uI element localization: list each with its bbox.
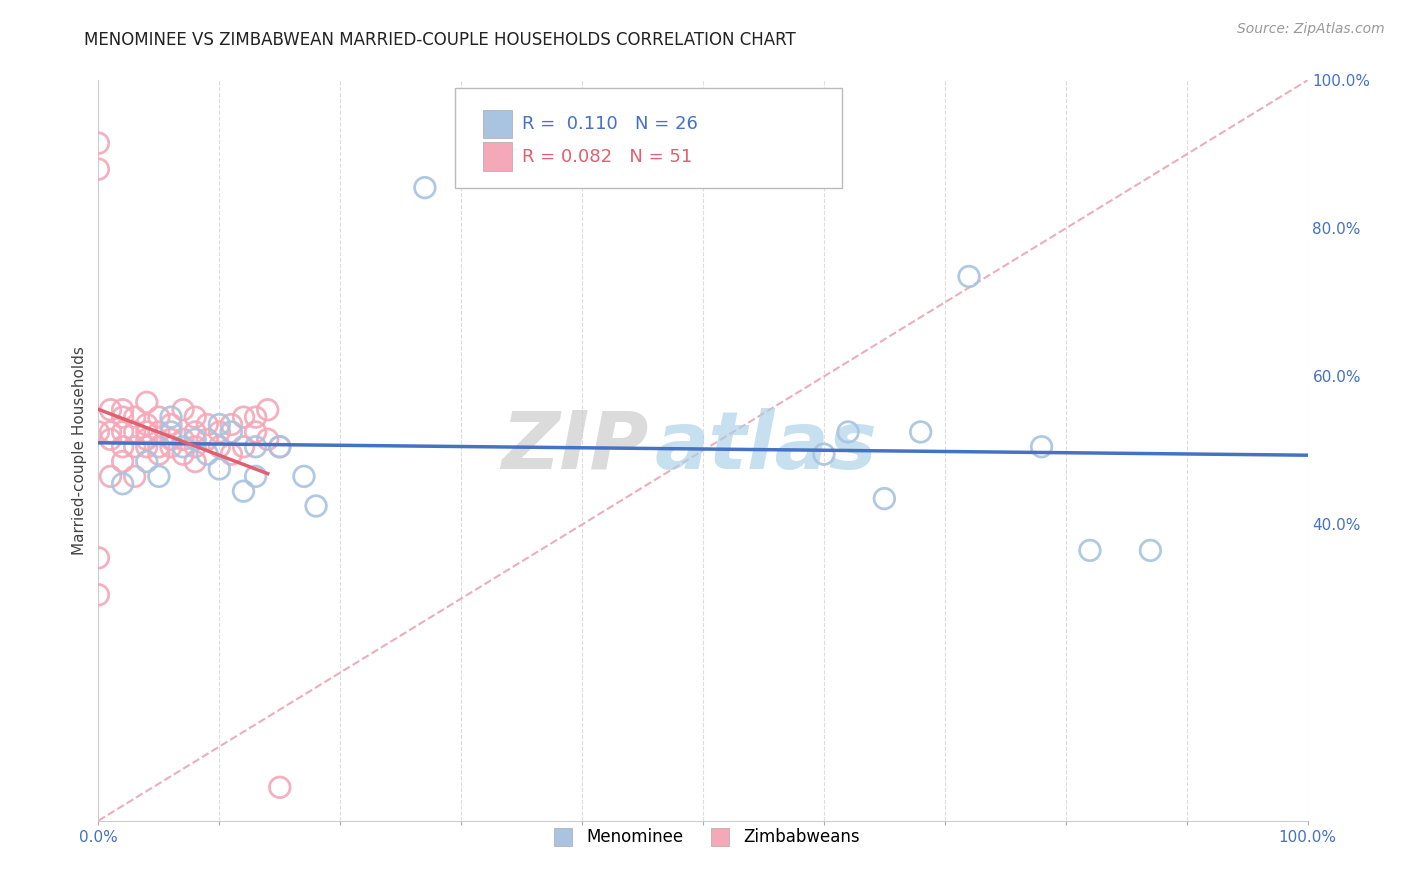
Point xyxy=(111,476,134,491)
Point xyxy=(135,425,157,439)
Point xyxy=(269,780,291,795)
FancyBboxPatch shape xyxy=(482,143,512,170)
Point xyxy=(957,269,980,284)
Point xyxy=(172,402,194,417)
Point xyxy=(256,402,278,417)
Point xyxy=(148,410,170,425)
Point xyxy=(87,550,110,565)
Point xyxy=(148,469,170,483)
Point xyxy=(124,440,146,454)
Point xyxy=(148,425,170,439)
Point xyxy=(1078,543,1101,558)
Point xyxy=(208,462,231,476)
Text: Source: ZipAtlas.com: Source: ZipAtlas.com xyxy=(1237,22,1385,37)
Point xyxy=(111,440,134,454)
Point xyxy=(269,440,291,454)
Point xyxy=(148,440,170,454)
Point xyxy=(184,440,207,454)
Point xyxy=(837,425,859,439)
Legend: Menominee, Zimbabweans: Menominee, Zimbabweans xyxy=(540,822,866,853)
Point xyxy=(111,410,134,425)
Point xyxy=(195,417,218,432)
Point xyxy=(148,447,170,461)
Point xyxy=(232,410,254,425)
Point xyxy=(100,425,122,439)
Point xyxy=(910,425,932,439)
Point xyxy=(135,440,157,454)
Point xyxy=(305,499,328,513)
Point xyxy=(245,425,267,439)
Point xyxy=(184,410,207,425)
Point xyxy=(135,433,157,447)
Point xyxy=(160,417,183,432)
Point xyxy=(232,484,254,499)
FancyBboxPatch shape xyxy=(456,87,842,187)
Point xyxy=(184,425,207,439)
Point xyxy=(813,447,835,461)
Text: R =  0.110   N = 26: R = 0.110 N = 26 xyxy=(522,115,697,133)
Point xyxy=(87,162,110,177)
Point xyxy=(172,440,194,454)
Point xyxy=(111,454,134,468)
Point xyxy=(221,447,243,461)
Point xyxy=(256,433,278,447)
Point xyxy=(873,491,896,506)
Point xyxy=(232,440,254,454)
Point xyxy=(87,425,110,439)
Point xyxy=(292,469,315,483)
Point xyxy=(87,588,110,602)
Point xyxy=(245,440,267,454)
FancyBboxPatch shape xyxy=(482,110,512,138)
Point xyxy=(100,402,122,417)
Point xyxy=(100,469,122,483)
Point xyxy=(221,425,243,439)
Point xyxy=(160,410,183,425)
Point xyxy=(172,447,194,461)
Point xyxy=(1031,440,1053,454)
Point xyxy=(208,440,231,454)
Point xyxy=(160,440,183,454)
Point xyxy=(184,454,207,468)
Point xyxy=(87,136,110,151)
Point xyxy=(195,433,218,447)
Text: R = 0.082   N = 51: R = 0.082 N = 51 xyxy=(522,147,692,166)
Point xyxy=(124,425,146,439)
Point xyxy=(160,425,183,439)
Point xyxy=(111,402,134,417)
Point xyxy=(195,447,218,461)
Point xyxy=(413,180,436,194)
Y-axis label: Married-couple Households: Married-couple Households xyxy=(72,346,87,555)
Text: MENOMINEE VS ZIMBABWEAN MARRIED-COUPLE HOUSEHOLDS CORRELATION CHART: MENOMINEE VS ZIMBABWEAN MARRIED-COUPLE H… xyxy=(84,31,796,49)
Point xyxy=(269,440,291,454)
Point xyxy=(221,417,243,432)
Text: ZIP: ZIP xyxy=(501,408,648,486)
Text: atlas: atlas xyxy=(655,408,877,486)
Point xyxy=(208,417,231,432)
Point xyxy=(111,425,134,439)
Point xyxy=(245,469,267,483)
Point xyxy=(184,433,207,447)
Point xyxy=(124,410,146,425)
Point xyxy=(160,433,183,447)
Point xyxy=(124,469,146,483)
Point xyxy=(172,433,194,447)
Point xyxy=(245,410,267,425)
Point xyxy=(1139,543,1161,558)
Point xyxy=(135,395,157,409)
Point xyxy=(100,433,122,447)
Point xyxy=(135,454,157,468)
Point xyxy=(208,425,231,439)
Point xyxy=(135,417,157,432)
